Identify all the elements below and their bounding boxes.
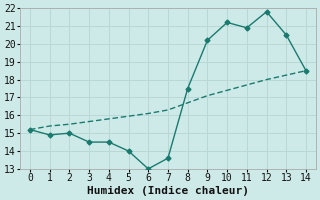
X-axis label: Humidex (Indice chaleur): Humidex (Indice chaleur) <box>87 186 249 196</box>
